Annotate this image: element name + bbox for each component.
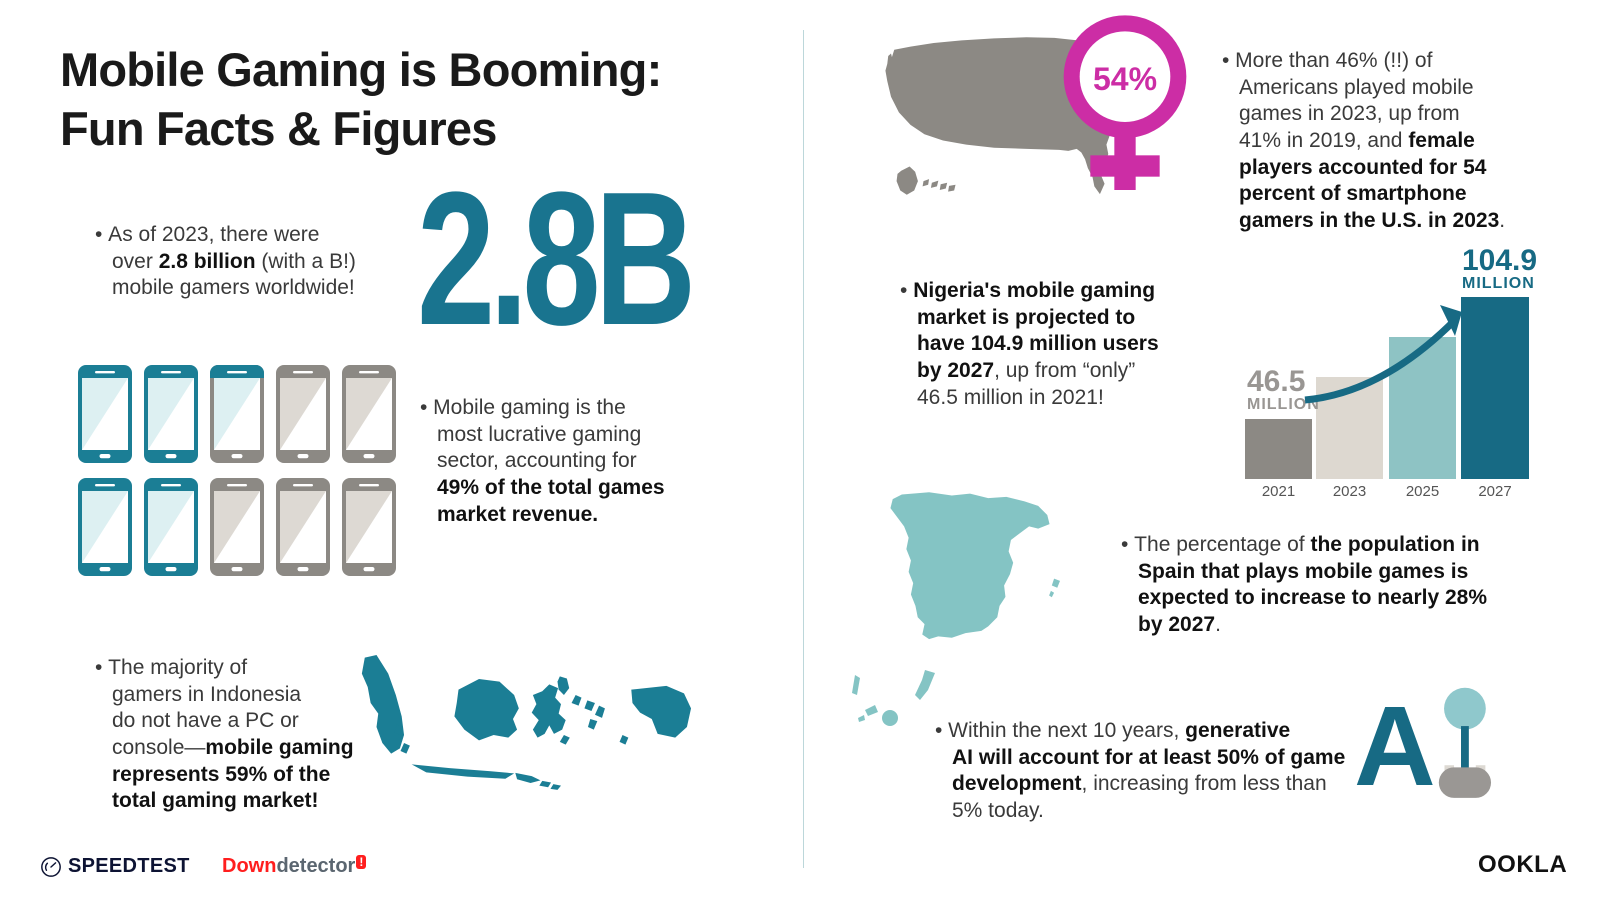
svg-text:A: A [1354,683,1436,809]
svg-text:54%: 54% [1093,61,1157,97]
